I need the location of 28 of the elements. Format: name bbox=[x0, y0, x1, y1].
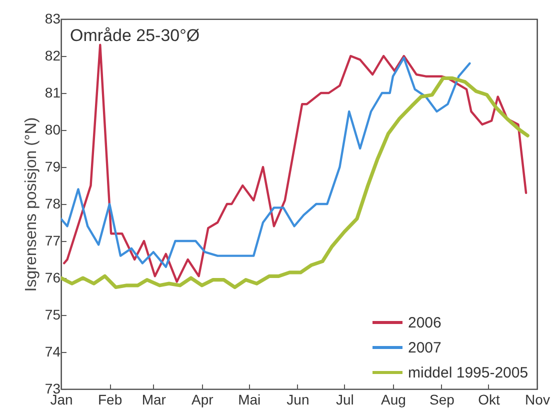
y-tick-label: 78 bbox=[44, 196, 61, 212]
line-series bbox=[61, 56, 471, 268]
line-series bbox=[61, 76, 530, 290]
y-axis-title: Isgrensens posisjon (°N) bbox=[22, 117, 40, 292]
y-tick-label: 75 bbox=[44, 306, 61, 322]
y-tick-label: 83 bbox=[44, 10, 61, 26]
y-tick-label: 74 bbox=[44, 344, 61, 360]
x-tick-label: Nov bbox=[525, 392, 550, 408]
x-tick-label: Apr bbox=[192, 392, 214, 408]
x-tick-label: Okt bbox=[478, 392, 500, 408]
legend-label: middel 1995-2005 bbox=[408, 364, 528, 382]
x-tick-label: Jul bbox=[336, 392, 354, 408]
x-tick-label: Feb bbox=[98, 392, 122, 408]
legend-label: 2006 bbox=[408, 314, 442, 332]
x-tick-label: Sep bbox=[430, 392, 455, 408]
y-tick-label: 80 bbox=[44, 122, 61, 138]
annotation: Område 25-30°Ø bbox=[70, 26, 200, 45]
x-tick-label: Jun bbox=[286, 392, 310, 408]
y-tick-label: 82 bbox=[44, 48, 61, 64]
y-tick-label: 77 bbox=[44, 232, 61, 248]
y-tick-label: 79 bbox=[44, 158, 61, 174]
y-tick-label: 81 bbox=[44, 84, 61, 100]
x-tick-label: Aug bbox=[380, 392, 406, 408]
line-series bbox=[63, 44, 528, 283]
x-tick-label: Mai bbox=[238, 392, 261, 408]
legend-label: 2007 bbox=[408, 340, 442, 356]
y-tick-label: 76 bbox=[44, 270, 61, 286]
x-tick-label: Mar bbox=[142, 392, 166, 408]
